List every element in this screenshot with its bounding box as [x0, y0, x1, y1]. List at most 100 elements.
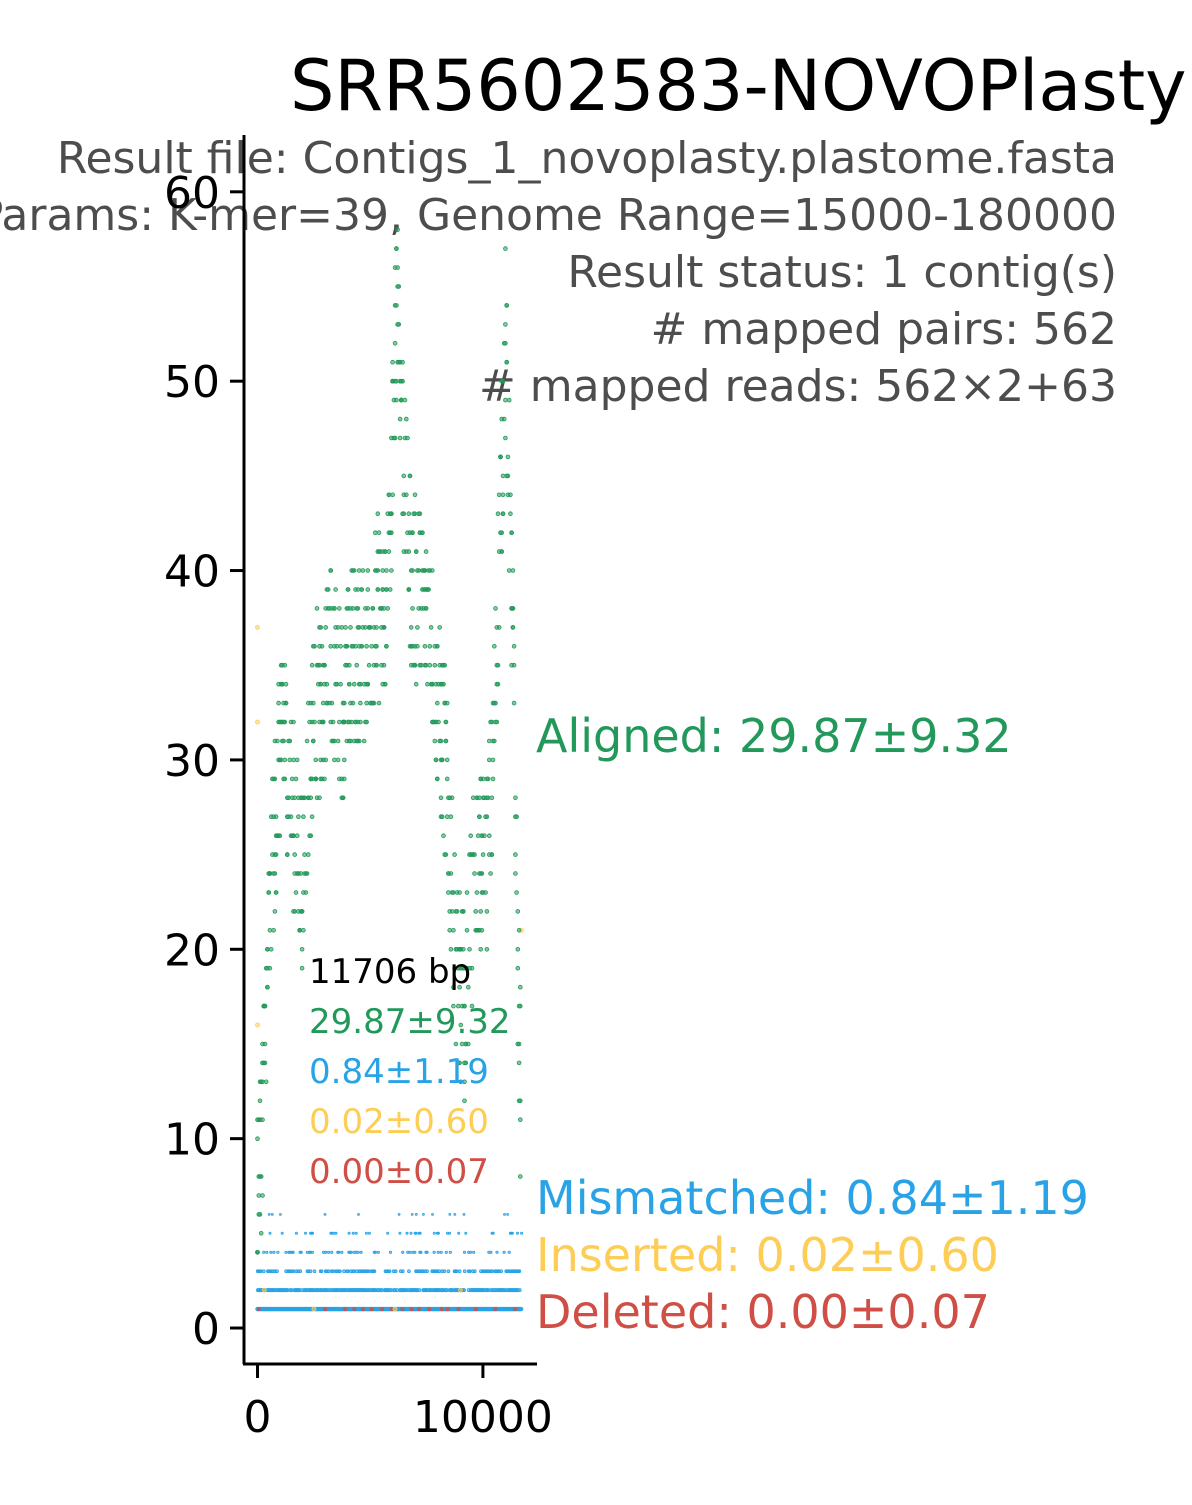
aligned-point	[449, 909, 455, 914]
aligned-point	[382, 549, 388, 554]
aligned-point	[406, 511, 412, 517]
aligned-point	[429, 568, 435, 573]
aligned-point	[263, 1079, 269, 1085]
aligned-point	[448, 946, 454, 952]
inset-aligned: 29.87±9.32	[309, 1002, 511, 1042]
aligned-point	[491, 738, 497, 744]
aligned-point	[516, 1041, 522, 1047]
aligned-point	[432, 738, 438, 744]
aligned-point	[297, 927, 303, 933]
mismatched-point	[418, 1231, 422, 1235]
aligned-point	[382, 681, 388, 687]
aligned-point	[335, 757, 341, 763]
aligned-point	[341, 719, 347, 725]
aligned-point	[444, 776, 450, 782]
aligned-point	[282, 776, 288, 782]
deleted-point	[427, 1307, 432, 1312]
chart-title: SRR5602583-NOVOPlasty	[290, 45, 1187, 127]
aligned-point	[313, 776, 319, 782]
mismatched-point	[398, 1231, 402, 1235]
mismatched-point	[516, 1231, 520, 1235]
aligned-point	[493, 700, 498, 706]
mismatched-point	[502, 1250, 506, 1254]
aligned-point	[334, 643, 340, 649]
aligned-point	[503, 322, 508, 327]
aligned-point	[515, 946, 521, 952]
aligned-point	[441, 681, 446, 687]
aligned-point	[503, 435, 508, 441]
aligned-point	[432, 662, 438, 668]
aligned-point	[333, 587, 338, 592]
aligned-point	[479, 871, 485, 876]
aligned-point	[262, 1003, 268, 1009]
mismatched-point	[472, 1269, 477, 1273]
deleted-point	[352, 1307, 357, 1312]
aligned-point	[332, 738, 337, 744]
aligned-point	[320, 719, 326, 725]
aligned-point	[370, 606, 376, 611]
deleted-point	[456, 1307, 461, 1312]
mismatched-point	[265, 1250, 269, 1254]
aligned-point	[493, 606, 498, 611]
aligned-point	[328, 568, 334, 573]
aligned-point	[340, 795, 346, 801]
mismatched-point	[499, 1269, 504, 1273]
aligned-point	[397, 435, 403, 441]
aligned-point	[490, 776, 496, 782]
inserted-point	[261, 1287, 267, 1293]
aligned-point	[376, 530, 382, 535]
aligned-point	[302, 852, 307, 857]
mismatched-point	[467, 1269, 472, 1273]
aligned-point	[363, 625, 368, 630]
mismatched-point	[373, 1250, 377, 1254]
mismatched-point	[357, 1213, 360, 1216]
aligned-point	[358, 681, 363, 687]
aligned-point	[484, 946, 490, 952]
deleted-point	[513, 1307, 518, 1312]
aligned-point	[314, 606, 320, 611]
aligned-point	[287, 757, 293, 763]
deleted-point	[343, 1307, 348, 1312]
aligned-point	[510, 606, 516, 611]
mismatched-point	[275, 1269, 279, 1273]
aligned-point	[400, 378, 405, 384]
mismatched-point	[303, 1231, 307, 1235]
mismatched-point	[462, 1269, 467, 1273]
aligned-point	[332, 757, 337, 763]
aligned-point	[505, 473, 511, 479]
aligned-point	[475, 833, 481, 838]
aligned-point	[332, 606, 337, 611]
aligned-point	[358, 719, 363, 725]
subtitle-status: Result status: 1 contig(s)	[567, 247, 1117, 298]
mismatched-point	[291, 1250, 295, 1254]
aligned-point	[434, 643, 440, 649]
aligned-point	[312, 719, 317, 725]
mismatched-point	[491, 1231, 495, 1235]
aligned-point	[334, 681, 340, 687]
aligned-point	[412, 492, 418, 498]
aligned-point	[292, 852, 298, 857]
mismatched-point	[388, 1250, 393, 1254]
deleted-point	[380, 1307, 385, 1312]
mismatched-point	[342, 1269, 346, 1273]
mismatched-point	[276, 1250, 280, 1254]
aligned-point	[515, 909, 521, 914]
aligned-point	[361, 738, 367, 744]
aligned-point	[483, 890, 488, 895]
mismatched-point	[517, 1269, 522, 1273]
aligned-point	[312, 643, 317, 649]
mismatched-point	[310, 1250, 314, 1254]
aligned-point	[473, 909, 479, 914]
aligned-point	[422, 643, 428, 649]
aligned-point	[349, 719, 355, 725]
mismatched-point	[448, 1213, 452, 1216]
deleted-point	[409, 1307, 414, 1312]
label-inserted: Inserted: 0.02±0.60	[536, 1228, 999, 1282]
aligned-point	[448, 814, 454, 819]
mismatched-point	[506, 1213, 510, 1216]
deleted-point	[439, 1307, 444, 1312]
aligned-point	[451, 984, 456, 990]
aligned-point	[439, 814, 445, 819]
aligned-point	[385, 606, 391, 611]
inserted-point	[311, 1306, 317, 1312]
